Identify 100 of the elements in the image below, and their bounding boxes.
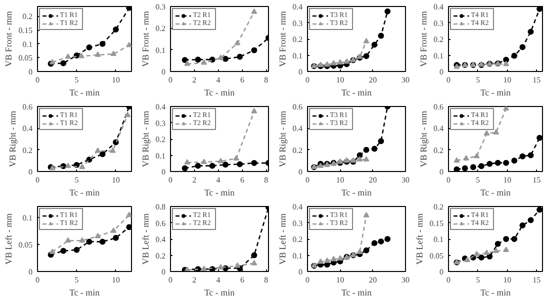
x-tick-label: 6 bbox=[240, 276, 244, 284]
y-tick-label: 0 bbox=[440, 68, 444, 76]
y-tick-label: 0.1 bbox=[22, 40, 32, 49]
x-tick-label: 0 bbox=[168, 276, 172, 284]
x-tick-label: 0 bbox=[306, 76, 310, 84]
x-tick-label: 2 bbox=[192, 176, 196, 184]
y-tick-label: 0 bbox=[28, 68, 32, 76]
y-tick-label: 0.1 bbox=[434, 51, 444, 60]
y-axis-title: VB Right - mm bbox=[278, 110, 288, 168]
y-tick-label: 0.2 bbox=[156, 135, 166, 144]
y-tick-label: 0.2 bbox=[156, 251, 166, 260]
y-tick-label: 0.1 bbox=[22, 213, 32, 222]
x-tick-label: 5 bbox=[476, 276, 480, 284]
y-tick-label: 0.3 bbox=[434, 18, 444, 28]
y-tick-label: 0 bbox=[298, 268, 302, 276]
y-axis-title: VB Front - mm bbox=[4, 11, 14, 67]
x-tick-label: 4 bbox=[216, 176, 220, 184]
x-tick-label: 6 bbox=[240, 176, 244, 184]
y-tick-label: 0.4 bbox=[434, 2, 444, 12]
y-tick-label: 0.4 bbox=[434, 124, 444, 134]
x-tick-label: 6 bbox=[240, 76, 244, 84]
y-tick-label: 0 bbox=[162, 68, 166, 76]
x-tick-label: 10 bbox=[112, 276, 120, 284]
x-tick-label: 5 bbox=[74, 176, 79, 184]
y-tick-label: 0.2 bbox=[156, 24, 166, 34]
y-tick-label: 0.2 bbox=[434, 35, 444, 44]
y-tick-label: 0.1 bbox=[434, 235, 444, 244]
y-tick-label: 0 bbox=[162, 268, 166, 276]
y-tick-label: 0.2 bbox=[292, 235, 302, 244]
y-tick-label: 0.3 bbox=[156, 118, 166, 128]
x-tick-label: 30 bbox=[402, 176, 410, 184]
x-tick-label: 10 bbox=[503, 176, 512, 184]
y-axis-title: VB Left - mm bbox=[4, 213, 14, 265]
y-axis-title: VB Left - mm bbox=[278, 213, 288, 265]
y-tick-label: 0.6 bbox=[434, 102, 444, 112]
x-tick-label: 8 bbox=[264, 176, 268, 184]
x-tick-label: 10 bbox=[336, 76, 344, 84]
x-tick-label: 4 bbox=[216, 276, 220, 284]
x-tick-label: 0 bbox=[306, 276, 310, 284]
x-tick-label: 0 bbox=[306, 176, 310, 184]
y-tick-label: 0.6 bbox=[22, 102, 32, 112]
y-tick-label: 0 bbox=[28, 268, 32, 276]
y-axis-title: VB Right - mm bbox=[8, 110, 18, 168]
y-tick-label: 0.4 bbox=[156, 102, 166, 112]
y-tick-label: 0 bbox=[298, 68, 302, 76]
x-tick-label: 5 bbox=[476, 176, 480, 184]
x-tick-label: 20 bbox=[368, 176, 377, 184]
y-tick-label: 0.2 bbox=[292, 35, 302, 44]
y-tick-label: 0 bbox=[298, 168, 302, 176]
x-tick-label: 0 bbox=[446, 276, 450, 284]
y-tick-label: 0.15 bbox=[430, 218, 444, 228]
x-tick-label: 10 bbox=[336, 176, 344, 184]
y-tick-label: 0.2 bbox=[22, 12, 32, 22]
y-axis-title: VB Front - mm bbox=[418, 11, 428, 67]
y-tick-label: 0.1 bbox=[292, 51, 302, 60]
x-tick-label: 0 bbox=[36, 176, 40, 184]
x-tick-label: 10 bbox=[503, 76, 512, 84]
x-axis-title: Tc - min bbox=[69, 288, 100, 298]
y-tick-label: 0.1 bbox=[156, 151, 166, 160]
x-axis-title: Tc - min bbox=[480, 88, 512, 98]
x-tick-label: 20 bbox=[368, 276, 377, 284]
x-tick-label: 5 bbox=[476, 76, 480, 84]
x-tick-label: 15 bbox=[532, 176, 541, 184]
x-tick-label: 15 bbox=[532, 276, 541, 284]
y-axis-title: VB Front - mm bbox=[278, 11, 288, 67]
y-tick-label: 0.4 bbox=[156, 235, 166, 244]
y-tick-label: 0.4 bbox=[292, 202, 302, 212]
y-axis-title: VB Right - mm bbox=[140, 110, 150, 168]
y-axis-title: VB Front - mm bbox=[140, 11, 150, 67]
x-tick-label: 8 bbox=[264, 276, 268, 284]
x-tick-label: 8 bbox=[264, 76, 268, 84]
y-tick-label: 0.3 bbox=[292, 18, 302, 28]
y-axis-title: VB Left - mm bbox=[414, 213, 424, 265]
y-tick-label: 0.2 bbox=[434, 202, 444, 212]
y-tick-label: 0.05 bbox=[18, 240, 32, 250]
x-tick-label: 0 bbox=[36, 276, 40, 284]
x-tick-label: 10 bbox=[112, 76, 120, 84]
x-tick-label: 10 bbox=[112, 176, 120, 184]
x-axis-title: Tc - min bbox=[480, 288, 512, 298]
y-tick-label: 0.05 bbox=[18, 54, 32, 63]
x-axis-title: Tc - min bbox=[204, 188, 236, 198]
x-tick-label: 15 bbox=[532, 76, 541, 84]
x-axis-title: Tc - min bbox=[480, 188, 512, 198]
x-tick-label: 4 bbox=[216, 76, 220, 84]
y-tick-label: 0.2 bbox=[292, 146, 302, 155]
y-tick-label: 0.6 bbox=[156, 218, 166, 228]
y-tick-label: 0.4 bbox=[22, 124, 32, 134]
x-tick-label: 0 bbox=[168, 176, 172, 184]
y-tick-label: 0.3 bbox=[156, 2, 166, 12]
x-axis-title: Tc - min bbox=[341, 288, 372, 298]
y-tick-label: 0.1 bbox=[292, 251, 302, 260]
y-tick-label: 0.8 bbox=[156, 202, 166, 212]
x-axis-title: Tc - min bbox=[69, 88, 100, 98]
y-tick-label: 0.3 bbox=[292, 218, 302, 228]
y-tick-label: 0 bbox=[28, 168, 32, 176]
x-tick-label: 20 bbox=[368, 76, 377, 84]
x-tick-label: 10 bbox=[336, 276, 344, 284]
y-tick-label: 0 bbox=[162, 168, 166, 176]
x-tick-label: 2 bbox=[192, 276, 196, 284]
x-axis-title: Tc - min bbox=[69, 188, 100, 198]
